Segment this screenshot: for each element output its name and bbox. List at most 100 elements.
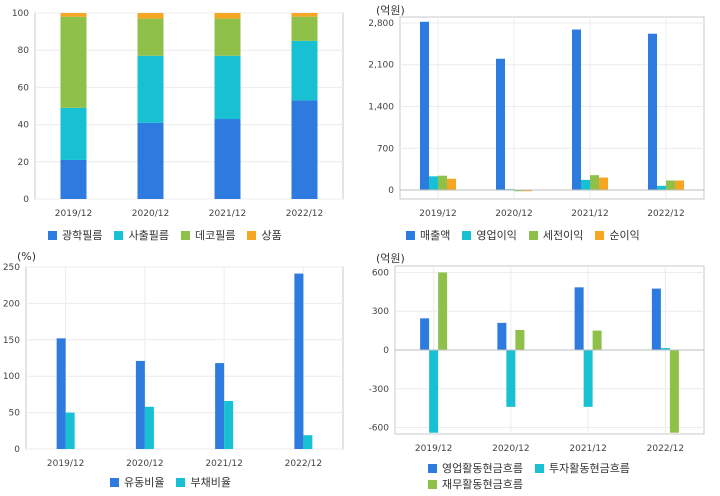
legend-swatch [428,463,437,473]
x-tick-label: 2020/12 [495,209,532,219]
bar [438,175,447,191]
bar-segment [291,40,318,101]
legend-swatch [114,230,124,240]
bar [438,272,448,350]
legend-cashflow: 영업활동현금흐름 투자활동현금흐름 재무활동현금흐름 [428,460,678,492]
x-tick-label: 2022/12 [286,209,323,219]
plot-frame [25,266,344,450]
chart-product-mix: 0 20 40 60 80 100 2019/12 2020/12 2021/12 2022/12… [0,0,360,248]
chart-cashflow-svg: -600 -300 0 300 600 2019/12 2020/12 2021/12 2022… [369,265,705,454]
legend-item: 유동비율 [110,474,164,490]
x-tick-label: 2022/12 [647,444,684,454]
legend-swatch [528,230,538,240]
bar [648,33,657,191]
x-tick-label: 2020/12 [132,209,169,219]
legend-swatch [595,230,605,240]
bar [515,329,525,350]
legend-swatch [48,230,57,240]
bar [523,190,532,192]
legend-swatch [180,230,190,240]
legend-swatch [176,477,186,487]
bar [592,330,602,350]
bar [496,58,505,191]
plot-frame [399,16,705,200]
y-tick-label: 150 [3,336,20,346]
legend-item: 투자활동현금흐름 [534,460,630,476]
legend-item: 부채비율 [176,474,231,490]
bar-segment [60,16,87,108]
legend-item: 영업이익 [462,227,517,243]
bar [666,180,675,191]
bar [135,360,145,449]
y-tick-label: 0 [383,346,389,356]
unit-label-income: (억원) [376,4,405,17]
legend-label: 영업활동현금흐름 [442,462,523,475]
y-tick-label: 100 [12,9,29,19]
bar [583,350,593,407]
bar [506,350,516,407]
bar [65,412,75,449]
y-tick-label: 700 [377,144,394,154]
bar-segment [60,107,87,160]
legend-item: 사출필름 [114,227,169,243]
bar [657,185,666,191]
bar [303,435,313,449]
bar [669,350,679,433]
y-tick-label: 60 [18,83,30,93]
bar [224,400,234,449]
bar [574,287,584,350]
legend-item: 순이익 [595,227,640,243]
legend-income: 매출액 영업이익 세전이익 순이익 [406,227,706,243]
bar [599,177,608,191]
x-tick-label: 2022/12 [285,459,322,469]
legend-item: 데코필름 [180,227,235,243]
legend-label: 광학필름 [62,229,103,242]
legend-swatch [534,463,544,473]
bar-segment [291,16,318,41]
bar [429,350,439,433]
bar [429,176,438,191]
x-tick-label: 2021/12 [205,459,242,469]
bar-segment [291,100,318,199]
y-tick-label: 200 [3,299,20,309]
bar-segment [137,18,164,56]
y-tick-label: 2,800 [368,19,394,29]
y-tick-label: 300 [372,307,389,317]
legend-label: 사출필름 [128,229,169,242]
chart-ratios-svg: 0 50 100 150 200 250 2019/12 2020/12 2021/12 2022… [3,263,344,469]
y-tick-label: 600 [372,268,389,278]
y-tick-label: -300 [369,385,390,395]
legend-label: 영업이익 [476,229,517,242]
legend-item: 상품 [247,227,282,243]
bar-segment [214,13,241,19]
bar [144,406,154,449]
bar [294,273,304,449]
legend-swatch [462,230,472,240]
legend-ratios: 유동비율 부채비율 [110,474,330,490]
x-tick-label: 2020/12 [126,459,163,469]
chart-ratios: (%) 0 50 100 150 200 250 2019/12 2020/12 2021/12… [0,248,360,496]
x-tick-label: 2021/12 [571,209,608,219]
bar [660,348,670,350]
legend-item: 광학필름 [48,227,102,243]
legend-swatch [428,479,437,489]
bar [590,175,599,191]
bar [56,338,66,449]
bar-segment [60,159,87,199]
chart-product-mix-svg: 0 20 40 60 80 100 2019/12 2020/12 2021/12 2022/12 [12,9,344,219]
y-tick-label: 50 [9,409,21,419]
legend-label: 세전이익 [542,229,584,242]
bar [420,318,430,350]
legend-product-mix: 광학필름 사출필름 데코필름 상품 [48,227,348,243]
bar-segment [137,13,164,19]
legend-item: 매출액 [406,227,450,243]
y-tick-label: 1,400 [368,103,394,113]
legend-label: 매출액 [420,229,451,242]
legend-label: 상품 [261,229,282,242]
bar-segment [60,13,87,17]
x-tick-label: 2019/12 [47,459,84,469]
bar-segment [214,18,241,56]
y-tick-label: 0 [388,186,394,196]
y-tick-label: 20 [18,158,30,168]
bar [514,190,523,192]
